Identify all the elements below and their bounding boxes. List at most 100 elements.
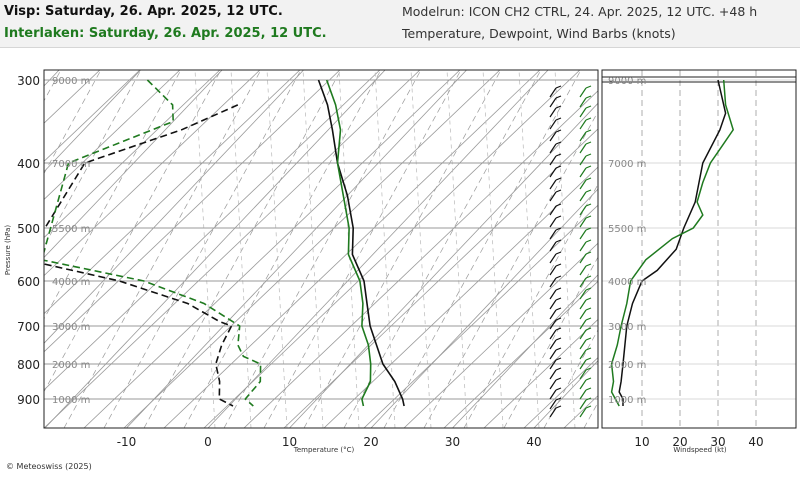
wind-barb-staff [579, 319, 587, 330]
wind-barb-staff [549, 107, 557, 118]
wind-barb-flag [585, 357, 592, 361]
wind-barb-staff [579, 277, 587, 288]
wind-barb-flag [555, 327, 562, 331]
moist-adiabat-line [343, 70, 542, 428]
wind-barb-flag [555, 203, 562, 207]
primary-wind-barb [549, 105, 562, 118]
height-label: 3000 m [52, 322, 90, 333]
dry-adiabat-line [44, 70, 141, 162]
dry-adiabat-line [44, 70, 421, 428]
secondary-windspeed-line [610, 79, 735, 407]
wind-barb-flag [585, 239, 592, 243]
height-label: 4000 m [52, 277, 90, 288]
secondary-wind-barb [579, 189, 592, 202]
wind-barb-staff [549, 155, 557, 166]
station-secondary-title: Interlaken: Saturday, 26. Apr. 2025, 12 … [4, 26, 327, 41]
wind-barb-staff [579, 349, 587, 360]
wind-barb-staff [549, 309, 557, 320]
moist-adiabat-line [704, 70, 800, 428]
mixing-ratio-line [446, 70, 468, 428]
primary-wind-barb [549, 177, 562, 190]
secondary-wind-barb [579, 203, 592, 216]
wind-barb-staff [549, 131, 557, 142]
wind-barb-flag [555, 347, 562, 351]
station-primary-title: Visp: Saturday, 26. Apr. 2025, 12 UTC. [4, 4, 283, 19]
wind-barb-flag [555, 317, 562, 321]
primary-wind-barb [549, 263, 562, 276]
wind-barb-staff [579, 143, 587, 154]
primary-wind-barb [549, 357, 562, 370]
wind-barb-staff [549, 119, 557, 130]
wind-barb-staff [579, 167, 587, 178]
wind-barb-flag [555, 117, 562, 121]
wind-barb-staff [579, 119, 587, 130]
dry-adiabat-line [44, 70, 221, 239]
wind-barb-staff [579, 299, 587, 310]
moist-adiabat-line [103, 70, 302, 428]
wind-barb-staff [549, 205, 557, 216]
pressure-tick-label: 500 [17, 222, 40, 236]
secondary-wind-barb [579, 141, 592, 154]
wind-barb-staff [579, 309, 587, 320]
wind-barb-flag [555, 275, 562, 279]
moist-adiabat-line [183, 70, 382, 428]
wind-barb-flag [555, 153, 562, 157]
height-label: 7000 m [52, 159, 90, 170]
primary-wind-barb [549, 141, 562, 154]
wind-barb-flag [555, 263, 562, 267]
primary-wind-barb [549, 347, 562, 360]
primary-wind-barb [549, 153, 562, 166]
secondary-wind-barb [579, 317, 592, 330]
wind-barb-flag [585, 129, 592, 133]
wind-barb-flag [585, 327, 592, 331]
wind-barb-flag [555, 357, 562, 361]
dry-adiabat-line [764, 70, 800, 428]
wind-barb-staff [549, 277, 557, 288]
windspeed-tick-label: 10 [634, 435, 649, 449]
primary-wind-barb [549, 215, 562, 228]
wind-barb-staff [549, 229, 557, 240]
temperature-tick-label: 10 [282, 435, 297, 449]
height-label: 9000 m [52, 76, 90, 87]
wind-barb-staff [579, 107, 587, 118]
secondary-wind-barb [579, 387, 592, 400]
primary-wind-barb [549, 377, 562, 390]
model-run-label: Modelrun: ICON CH2 CTRL, 24. Apr. 2025, … [402, 4, 758, 19]
wind-barb-staff [579, 205, 587, 216]
isotherm-line [616, 70, 800, 428]
dry-adiabat-line [83, 70, 461, 428]
wind-barb-staff [579, 289, 587, 300]
wind-barb-staff [579, 179, 587, 190]
isotherm-line [44, 70, 141, 173]
wind-barb-flag [585, 141, 592, 145]
wind-barb-flag [555, 215, 562, 219]
wind-barb-flag [585, 203, 592, 207]
primary-wind-barb [549, 287, 562, 300]
temperature-tick-label: 0 [204, 435, 212, 449]
wind-barb-staff [579, 399, 587, 410]
wind-barb-staff [549, 339, 557, 350]
wind-barb-staff [549, 399, 557, 410]
windspeed-frame [601, 69, 797, 429]
dry-adiabat-line [323, 166, 598, 428]
wind-barb-staff [549, 265, 557, 276]
dry-adiabat-line [283, 128, 598, 428]
wind-barb-flag [585, 177, 592, 181]
wind-barb-staff [549, 167, 557, 178]
primary-wind-barb [549, 165, 562, 178]
pressure-tick-label: 800 [17, 358, 40, 372]
mixing-ratio-line [554, 70, 576, 428]
secondary-wind-barb [579, 177, 592, 190]
windspeed-tick-label: 20 [672, 435, 687, 449]
wind-barb-flag [555, 141, 562, 145]
wind-barb-flag [555, 377, 562, 381]
secondary-wind-barb [579, 251, 592, 264]
primary-wind-barb [549, 203, 562, 216]
dry-adiabat-line [523, 356, 598, 428]
wind-barb-staff [549, 359, 557, 370]
skew-t-plot-area [44, 70, 800, 428]
primary-wind-barb [549, 275, 562, 288]
windspeed-tick-label: 30 [710, 435, 725, 449]
moist-adiabat-line [423, 110, 598, 428]
primary-wind-barb [549, 397, 562, 410]
